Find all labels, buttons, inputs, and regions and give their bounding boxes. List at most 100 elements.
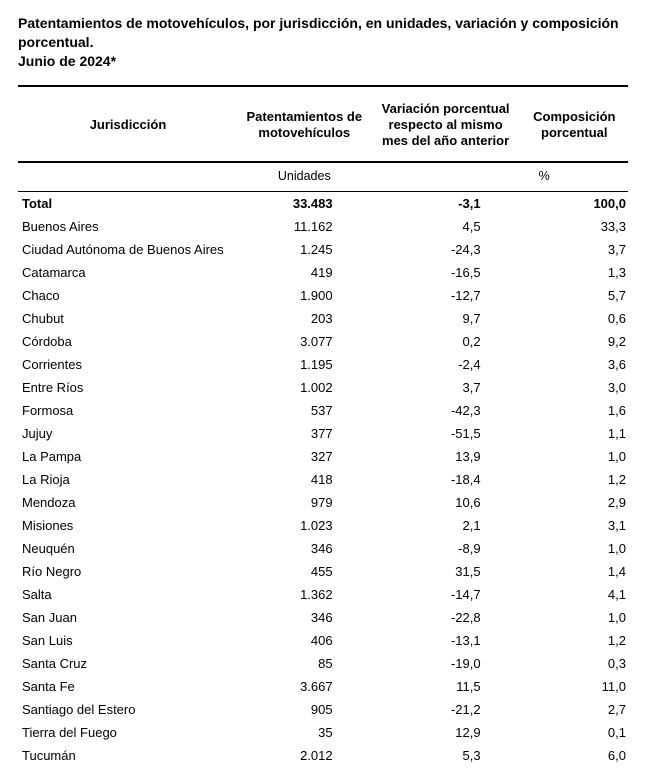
row-patentamientos: 537 [238,399,371,422]
row-variacion: -14,7 [371,583,521,606]
row-label: Formosa [18,399,238,422]
table-row: Chaco1.900-12,75,7 [18,284,628,307]
row-composicion: 4,1 [521,583,628,606]
row-composicion: 3,0 [521,376,628,399]
row-patentamientos: 905 [238,698,371,721]
row-variacion: -8,9 [371,537,521,560]
row-composicion: 1,0 [521,606,628,629]
row-patentamientos: 418 [238,468,371,491]
row-variacion: -19,0 [371,652,521,675]
row-patentamientos: 1.023 [238,514,371,537]
row-label: Misiones [18,514,238,537]
col-header-variacion: Variación porcentual respecto al mismo m… [371,89,521,163]
row-patentamientos: 203 [238,307,371,330]
row-label: Río Negro [18,560,238,583]
table-title: Patentamientos de motovehículos, por jur… [18,14,628,71]
row-variacion: 9,7 [371,307,521,330]
row-patentamientos: 455 [238,560,371,583]
table-row-total: Total 33.483 -3,1 100,0 [18,192,628,216]
row-patentamientos: 419 [238,261,371,284]
row-label: Entre Ríos [18,376,238,399]
row-variacion: -51,5 [371,422,521,445]
row-variacion: 10,6 [371,491,521,514]
row-variacion: -13,1 [371,629,521,652]
row-patentamientos: 377 [238,422,371,445]
total-patentamientos: 33.483 [238,192,371,216]
row-label: San Luis [18,629,238,652]
row-composicion: 1,2 [521,629,628,652]
row-composicion: 1,6 [521,399,628,422]
row-composicion: 1,1 [521,422,628,445]
table-row: Santa Cruz85-19,00,3 [18,652,628,675]
table-row: Tierra del Fuego3512,90,1 [18,721,628,744]
row-label: San Juan [18,606,238,629]
total-label: Total [18,192,238,216]
unit-porcentaje: % [521,162,628,192]
table-body: Total 33.483 -3,1 100,0 Buenos Aires11.1… [18,192,628,768]
col-header-patentamientos: Patentamientos de motovehículos [238,89,371,163]
row-label: Salta [18,583,238,606]
row-variacion: -42,3 [371,399,521,422]
row-variacion: 3,7 [371,376,521,399]
row-patentamientos: 1.195 [238,353,371,376]
row-patentamientos: 35 [238,721,371,744]
row-patentamientos: 1.245 [238,238,371,261]
row-composicion: 1,2 [521,468,628,491]
row-variacion: 4,5 [371,215,521,238]
row-composicion: 1,0 [521,537,628,560]
table-row: San Juan346-22,81,0 [18,606,628,629]
table-row: Neuquén346-8,91,0 [18,537,628,560]
row-label: Corrientes [18,353,238,376]
row-label: Tierra del Fuego [18,721,238,744]
table-row: Jujuy377-51,51,1 [18,422,628,445]
row-patentamientos: 3.077 [238,330,371,353]
table-row: La Rioja418-18,41,2 [18,468,628,491]
row-patentamientos: 3.667 [238,675,371,698]
row-composicion: 3,1 [521,514,628,537]
total-composicion: 100,0 [521,192,628,216]
row-patentamientos: 327 [238,445,371,468]
row-label: Chaco [18,284,238,307]
table-row: Santiago del Estero905-21,22,7 [18,698,628,721]
col-header-jurisdiccion: Jurisdicción [18,89,238,163]
data-table: Jurisdicción Patentamientos de motovehíc… [18,85,628,768]
row-label: Mendoza [18,491,238,514]
title-line-2: Junio de 2024* [18,53,116,69]
row-composicion: 3,7 [521,238,628,261]
row-variacion: -12,7 [371,284,521,307]
row-patentamientos: 1.900 [238,284,371,307]
row-patentamientos: 979 [238,491,371,514]
row-composicion: 33,3 [521,215,628,238]
row-variacion: 31,5 [371,560,521,583]
row-label: Jujuy [18,422,238,445]
row-label: Ciudad Autónoma de Buenos Aires [18,238,238,261]
title-line-1: Patentamientos de motovehículos, por jur… [18,15,619,50]
table-row: Santa Fe3.66711,511,0 [18,675,628,698]
row-composicion: 1,0 [521,445,628,468]
row-variacion: 5,3 [371,744,521,767]
row-label: Córdoba [18,330,238,353]
table-row: Entre Ríos1.0023,73,0 [18,376,628,399]
row-variacion: 12,9 [371,721,521,744]
row-composicion: 3,6 [521,353,628,376]
table-row: Río Negro45531,51,4 [18,560,628,583]
row-patentamientos: 2.012 [238,744,371,767]
row-variacion: -2,4 [371,353,521,376]
row-composicion: 5,7 [521,284,628,307]
row-label: Santa Cruz [18,652,238,675]
table-row: Misiones1.0232,13,1 [18,514,628,537]
row-composicion: 2,7 [521,698,628,721]
table-row: Catamarca419-16,51,3 [18,261,628,284]
table-row: Chubut2039,70,6 [18,307,628,330]
table-row: San Luis406-13,11,2 [18,629,628,652]
row-composicion: 2,9 [521,491,628,514]
row-patentamientos: 346 [238,606,371,629]
row-label: Neuquén [18,537,238,560]
row-patentamientos: 1.362 [238,583,371,606]
row-variacion: 13,9 [371,445,521,468]
col-header-composicion: Composición porcentual [521,89,628,163]
table-row: La Pampa32713,91,0 [18,445,628,468]
row-label: Buenos Aires [18,215,238,238]
row-variacion: -24,3 [371,238,521,261]
row-composicion: 0,6 [521,307,628,330]
